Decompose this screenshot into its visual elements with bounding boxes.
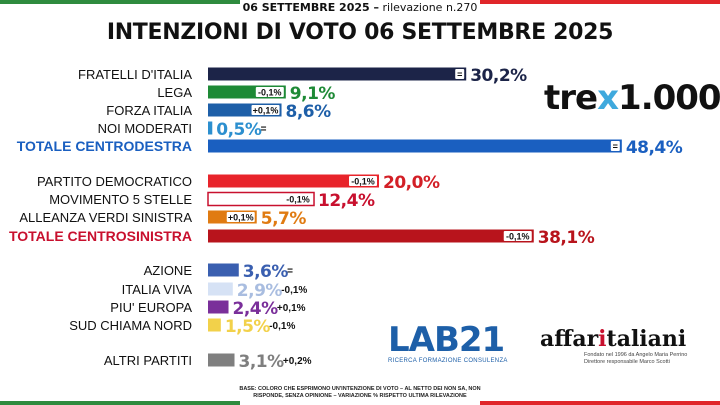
bar bbox=[208, 121, 213, 135]
party-label: ITALIA VIVA bbox=[122, 282, 193, 297]
value-label: 0,5% bbox=[216, 120, 262, 140]
party-label: PARTITO DEMOCRATICO bbox=[37, 174, 192, 189]
change-label: -0,1% bbox=[506, 232, 530, 242]
change-label: +0,1% bbox=[228, 213, 254, 223]
affari-post: taliani bbox=[606, 326, 687, 352]
change-label: -0,1% bbox=[269, 321, 295, 332]
logo-tre-x: x bbox=[597, 78, 619, 118]
value-label: 5,7% bbox=[261, 209, 307, 229]
lab21-logo: LAB21 RICERCA FORMAZIONE CONSULENZA bbox=[388, 322, 524, 364]
date-line: 06 SETTEMBRE 2025 – rilevazione n.270 bbox=[0, 1, 720, 14]
party-label: TOTALE CENTROSINISTRA bbox=[9, 228, 192, 244]
change-box bbox=[284, 194, 313, 204]
change-box bbox=[610, 141, 620, 151]
change-box bbox=[349, 176, 377, 186]
party-label: TOTALE CENTRODESTRA bbox=[17, 138, 192, 154]
flag-red-bottom bbox=[480, 401, 720, 405]
change-label: +0,2% bbox=[283, 356, 312, 367]
affari-pre: affar bbox=[540, 326, 599, 352]
flag-green-bottom bbox=[0, 401, 240, 405]
flag-white-top bbox=[240, 0, 480, 4]
bar bbox=[208, 174, 379, 188]
party-label: ALLEANZA VERDI SINISTRA bbox=[19, 210, 192, 225]
party-label: LEGA bbox=[157, 85, 192, 100]
party-label: SUD CHIAMA NORD bbox=[69, 318, 192, 333]
bar bbox=[208, 300, 229, 314]
lab21-tagline: RICERCA FORMAZIONE CONSULENZA bbox=[388, 358, 508, 364]
affaritaliani-logo: affaritaliani Fondato nel 1996 da Angelo… bbox=[540, 326, 710, 366]
change-label: +0,1% bbox=[253, 106, 279, 116]
affari-one: i bbox=[598, 326, 607, 352]
change-label: = bbox=[287, 266, 293, 277]
value-label: 30,2% bbox=[470, 66, 527, 86]
bar bbox=[208, 139, 622, 153]
bar bbox=[208, 318, 221, 332]
value-label: 9,1% bbox=[290, 84, 336, 104]
change-label: = bbox=[261, 124, 267, 135]
party-label: PIU' EUROPA bbox=[110, 300, 192, 315]
bar bbox=[208, 353, 235, 367]
change-box bbox=[455, 69, 465, 79]
logo-tre-1000: 1.000 bbox=[618, 78, 720, 118]
change-box bbox=[226, 212, 255, 222]
party-label: NOI MODERATI bbox=[98, 121, 192, 136]
affari-founded: Fondato nel 1996 da Angelo Maria Perrino bbox=[584, 352, 688, 358]
flag-green-top bbox=[0, 0, 240, 4]
date-line-bold: 06 SETTEMBRE 2025 – bbox=[242, 1, 379, 14]
value-label: 48,4% bbox=[626, 138, 683, 158]
value-label: 2,9% bbox=[237, 281, 283, 301]
party-label: MOVIMENTO 5 STELLE bbox=[49, 192, 192, 207]
value-label: 12,4% bbox=[318, 191, 375, 211]
bar bbox=[208, 229, 534, 243]
party-label: ALTRI PARTITI bbox=[104, 353, 192, 368]
date-line-rest: rilevazione n.270 bbox=[379, 1, 478, 14]
value-label: 8,6% bbox=[286, 102, 332, 122]
trex1000-logo: trex1.000 bbox=[544, 78, 720, 118]
bar bbox=[208, 263, 239, 277]
change-box bbox=[255, 87, 284, 97]
value-label: 3,6% bbox=[243, 262, 289, 282]
logo-tre-text: tre bbox=[544, 78, 598, 118]
change-label: +0,1% bbox=[277, 303, 306, 314]
bar bbox=[208, 67, 467, 81]
value-label: 20,0% bbox=[383, 173, 440, 193]
change-label: -0,1% bbox=[351, 177, 375, 187]
change-label: -0,1% bbox=[258, 88, 282, 98]
bar bbox=[208, 282, 233, 296]
value-label: 38,1% bbox=[538, 228, 595, 248]
change-box bbox=[503, 231, 532, 241]
base-note: BASE: COLORO CHE ESPRIMONO UN'INTENZIONE… bbox=[239, 386, 481, 399]
party-label: FRATELLI D'ITALIA bbox=[78, 67, 192, 82]
party-label: FORZA ITALIA bbox=[106, 103, 192, 118]
value-label: 3,1% bbox=[239, 352, 285, 372]
flag-red-top bbox=[480, 0, 720, 4]
change-box bbox=[251, 105, 280, 115]
party-label: AZIONE bbox=[144, 263, 193, 278]
value-label: 2,4% bbox=[233, 299, 279, 319]
change-label: -0,1% bbox=[281, 285, 307, 296]
change-label: -0,1% bbox=[286, 195, 310, 205]
lab21-name: LAB21 bbox=[388, 320, 505, 360]
affari-director: Direttore responsabile Marco Scotti bbox=[584, 359, 670, 365]
change-label: = bbox=[457, 70, 462, 80]
value-label: 1,5% bbox=[225, 317, 271, 337]
change-label: = bbox=[613, 142, 618, 152]
page-title: INTENZIONI DI VOTO 06 SETTEMBRE 2025 bbox=[106, 20, 614, 45]
